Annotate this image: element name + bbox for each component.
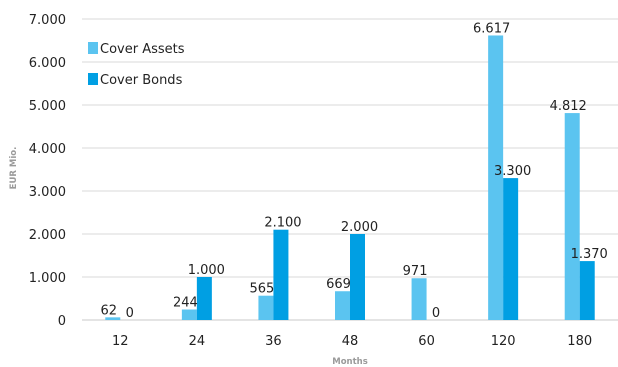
x-axis-ticks: 12 24 36 48 60 120 180 [112, 334, 592, 349]
x-tick-label: 120 [491, 334, 516, 349]
data-label: 565 [250, 282, 275, 297]
bars [105, 35, 595, 321]
bar-cover-assets [181, 309, 197, 320]
legend-swatch [88, 73, 98, 85]
x-tick-label: 60 [418, 334, 435, 349]
legend-swatch [88, 42, 98, 54]
legend: Cover Assets Cover Bonds [88, 42, 185, 88]
y-tick-label: 7.000 [29, 13, 66, 28]
data-label: 2.100 [264, 216, 301, 231]
data-label: 6.617 [473, 21, 510, 36]
bar-cover-bonds [273, 229, 289, 320]
y-tick-label: 3.000 [29, 185, 66, 200]
x-tick-label: 36 [265, 334, 282, 349]
data-label: 669 [326, 277, 351, 292]
x-tick-label: 12 [112, 334, 129, 349]
bar-cover-bonds [579, 261, 595, 320]
data-labels: 62 0 244 1.000 565 2.100 669 2.000 971 0 6.617 3.30… [101, 21, 608, 321]
x-axis-title: Months [332, 357, 368, 367]
bar-cover-assets [564, 113, 580, 320]
data-label: 3.300 [494, 164, 531, 179]
data-label: 4.812 [550, 99, 587, 114]
bar-cover-bonds [196, 277, 212, 320]
bar-cover-assets [335, 291, 350, 320]
bar-cover-assets [105, 317, 121, 320]
data-label: 971 [403, 264, 428, 279]
bar-cover-assets [411, 278, 427, 320]
data-label: 244 [173, 296, 198, 311]
data-label: 0 [126, 306, 134, 321]
y-tick-label: 2.000 [29, 228, 66, 243]
x-tick-label: 24 [189, 334, 206, 349]
y-tick-label: 0 [58, 314, 66, 329]
x-tick-label: 48 [342, 334, 359, 349]
x-tick-label: 180 [567, 334, 592, 349]
y-tick-label: 6.000 [29, 56, 66, 71]
bar-cover-bonds [503, 178, 519, 320]
legend-label: Cover Assets [100, 42, 185, 57]
y-axis-title: EUR Mio. [9, 147, 19, 190]
data-label: 2.000 [341, 220, 378, 235]
y-tick-label: 4.000 [29, 142, 66, 157]
bar-cover-bonds [350, 234, 365, 320]
data-label: 1.370 [571, 247, 608, 262]
y-tick-label: 1.000 [29, 271, 66, 286]
data-label: 0 [432, 306, 440, 321]
bar-cover-assets [258, 295, 274, 320]
data-label: 1.000 [188, 263, 225, 278]
data-label: 62 [101, 303, 118, 318]
y-axis-ticks: 0 1.000 2.000 3.000 4.000 5.000 6.000 7.000 [29, 13, 66, 329]
bar-cover-assets [488, 35, 504, 321]
legend-label: Cover Bonds [100, 73, 183, 88]
y-tick-label: 5.000 [29, 99, 66, 114]
